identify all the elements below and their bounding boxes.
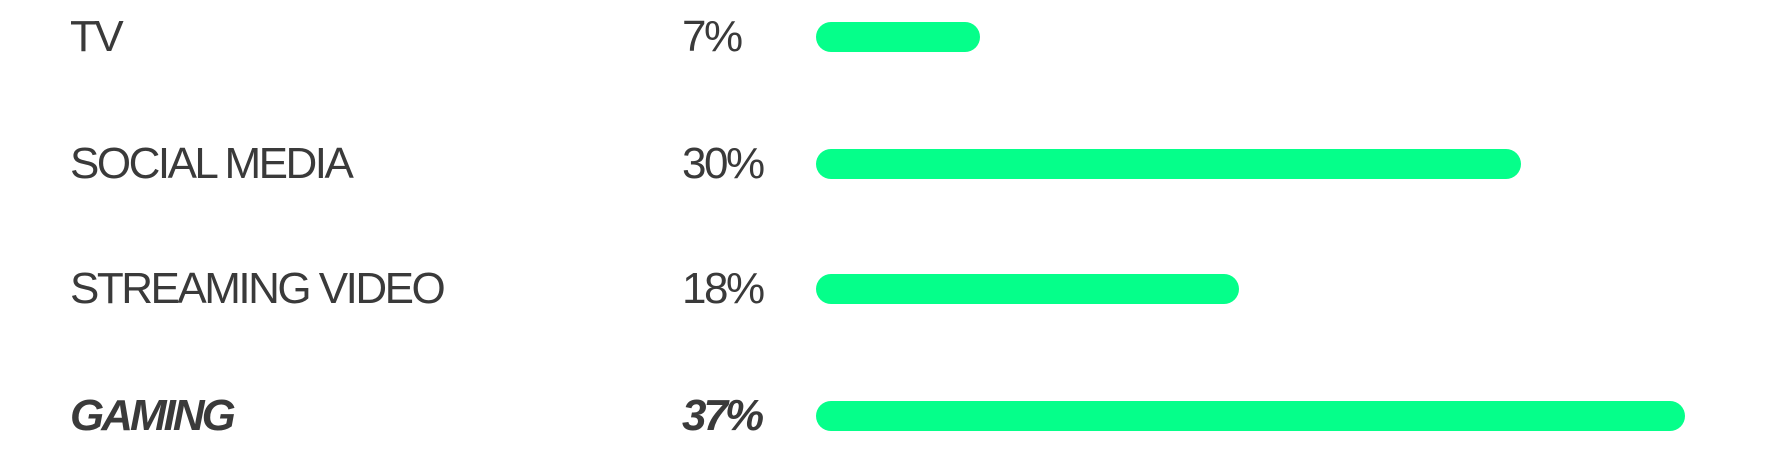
value-label: 18% (682, 264, 765, 313)
bar (816, 149, 1521, 179)
bar (816, 274, 1239, 304)
category-label: SOCIAL MEDIA (70, 139, 354, 188)
value-label: 7% (682, 12, 743, 61)
bar (816, 22, 980, 52)
value-label: 37% (682, 391, 764, 440)
value-label: 30% (682, 139, 765, 188)
bar (816, 401, 1685, 431)
category-label: STREAMING VIDEO (70, 264, 446, 313)
category-label: GAMING (70, 391, 236, 440)
category-label: TV (70, 12, 124, 61)
